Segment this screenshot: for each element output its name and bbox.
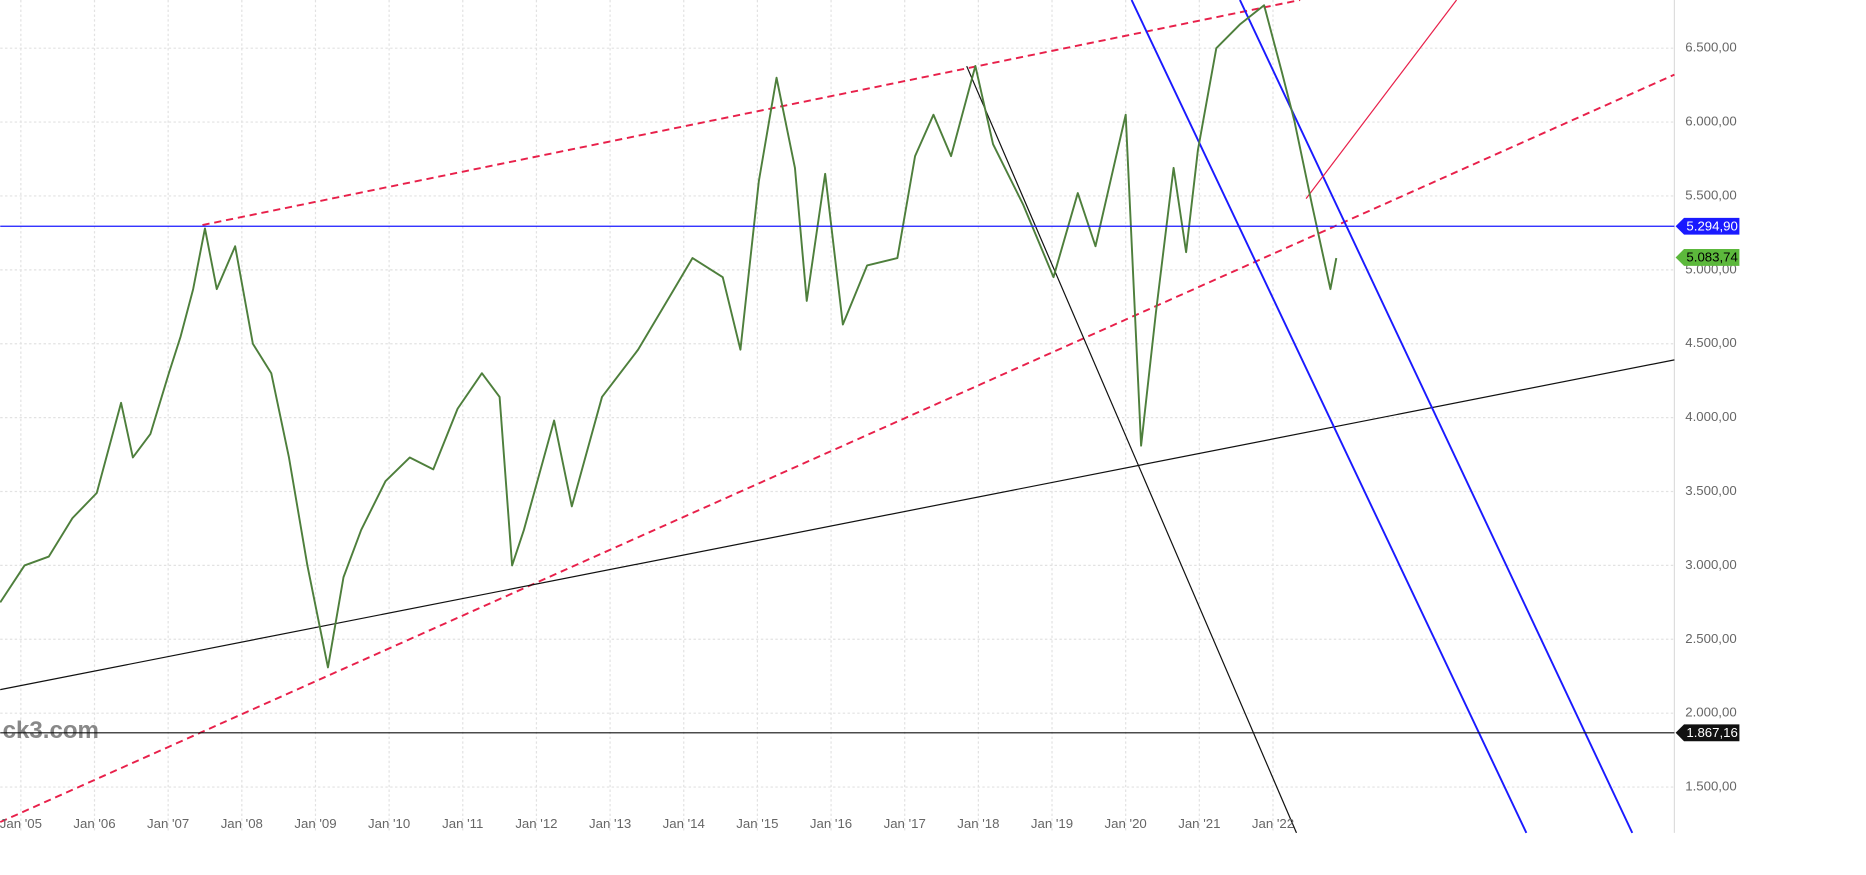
trend-lines — [0, 0, 1675, 834]
x-tick-label: Jan '07 — [147, 816, 189, 831]
x-tick-label: Jan '12 — [515, 816, 557, 831]
trend-line — [1305, 0, 1458, 199]
price-tag-label: 1.867,16 — [1686, 725, 1737, 740]
y-tick-label: 4.000,00 — [1685, 409, 1736, 424]
x-tick-label: Jan '17 — [884, 816, 926, 831]
x-tick-label: Jan '22 — [1252, 816, 1294, 831]
price-tag-label: 5.083,74 — [1686, 250, 1737, 265]
trend-line — [202, 0, 1301, 227]
x-tick-label: Jan '21 — [1178, 816, 1220, 831]
y-tick-label: 2.500,00 — [1685, 631, 1736, 646]
x-tick-label: Jan '10 — [368, 816, 410, 831]
x-tick-label: Jan '14 — [663, 816, 705, 831]
x-tick-label: Jan '18 — [957, 816, 999, 831]
price-tag — [1675, 249, 1740, 266]
x-tick-label: Jan '05 — [0, 816, 42, 831]
x-tick-label: Jan '06 — [73, 816, 115, 831]
trend-line — [1239, 0, 1634, 834]
x-tick-label: Jan '19 — [1031, 816, 1073, 831]
x-tick-label: Jan '08 — [221, 816, 263, 831]
y-tick-label: 5.500,00 — [1685, 187, 1736, 202]
price-tag — [1675, 724, 1740, 742]
trend-line — [966, 65, 1298, 834]
y-tick-label: 3.500,00 — [1685, 483, 1736, 498]
x-tick-label: Jan '16 — [810, 816, 852, 831]
trend-line — [0, 73, 1675, 823]
x-tick-label: Jan '11 — [442, 816, 483, 831]
y-tick-label: 6.500,00 — [1685, 40, 1736, 55]
y-tick-label: 4.500,00 — [1685, 335, 1736, 350]
y-tick-label: 2.000,00 — [1685, 705, 1736, 720]
trend-line — [0, 359, 1675, 691]
watermark: ck3.com — [3, 717, 99, 744]
x-tick-label: Jan '15 — [736, 816, 778, 831]
price-tag-label: 5.294,90 — [1686, 218, 1737, 233]
plot — [0, 4, 1338, 669]
x-tick-label: Jan '09 — [294, 816, 336, 831]
y-tick-label: 1.500,00 — [1685, 779, 1736, 794]
grid — [0, 0, 1675, 833]
x-tick-label: Jan '13 — [589, 816, 631, 831]
y-tick-label: 3.000,00 — [1685, 557, 1736, 572]
trend-line — [1130, 0, 1528, 834]
price-tag — [1675, 217, 1740, 235]
y-tick-label: 6.000,00 — [1685, 114, 1736, 129]
price-line — [0, 4, 1338, 669]
x-tick-label: Jan '20 — [1105, 816, 1147, 831]
